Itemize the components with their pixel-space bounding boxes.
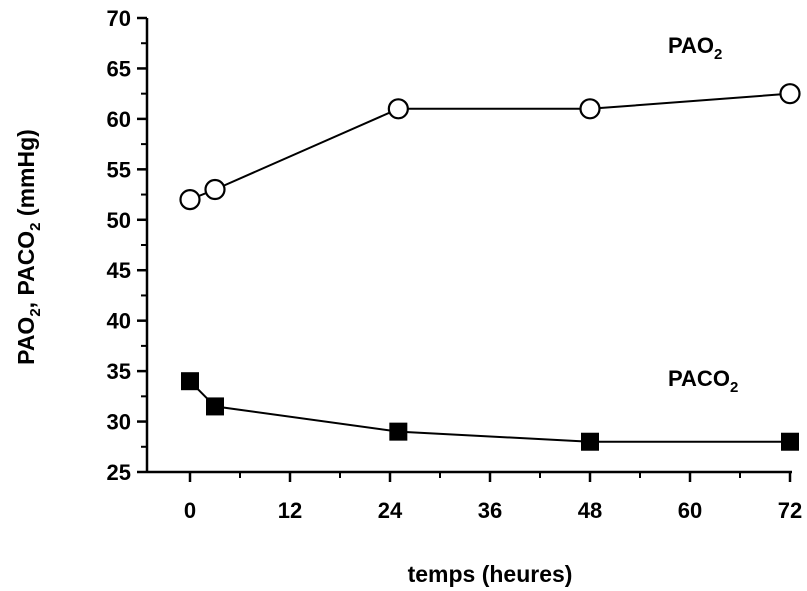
x-tick-label-36: 36	[478, 498, 502, 523]
y-tick-label-60: 60	[107, 107, 131, 132]
point-pao2	[204, 178, 226, 201]
y-axis-title-sub-1: 2	[27, 308, 44, 316]
x-tick-label-0: 0	[184, 498, 196, 523]
y-tick-label-70: 70	[107, 6, 131, 31]
point-paco2	[581, 432, 599, 451]
axes: 25 30 35 40 45 50 55 60 65 70 0 12 24 36 48 60 72	[107, 6, 803, 523]
y-axis-title-part-2: , PACO	[13, 231, 39, 309]
y-tick-label-25: 25	[107, 460, 131, 485]
series-line-pao2	[189, 92, 791, 201]
y-tick-label-40: 40	[107, 309, 131, 334]
point-pao2	[387, 98, 409, 120]
point-paco2	[389, 422, 408, 441]
series-label-paco2-main: PACO	[668, 366, 730, 391]
x-tick-label-48: 48	[578, 498, 602, 523]
point-paco2	[181, 372, 199, 391]
y-tick-label-30: 30	[107, 410, 131, 435]
point-pao2	[579, 98, 601, 120]
series-label-pao2: PAO2	[668, 33, 722, 63]
y-tick-label-55: 55	[107, 157, 131, 182]
y-axis-title-part-1: PAO	[13, 317, 39, 365]
point-pao2	[779, 83, 801, 105]
x-tick-label-72: 72	[778, 498, 802, 523]
series-label-paco2-sub: 2	[730, 379, 738, 396]
series-layer	[179, 83, 801, 451]
x-tick-label-12: 12	[278, 498, 302, 523]
y-axis-title: PAO2, PACO2 (mmHg)	[13, 129, 44, 365]
series-label-pao2-sub: 2	[714, 46, 722, 63]
y-axis-title-sub-2: 2	[27, 222, 44, 230]
point-pao2	[179, 189, 201, 211]
y-tick-label-35: 35	[107, 359, 131, 384]
x-axis-title: temps (heures)	[408, 561, 573, 587]
series-label-pao2-main: PAO	[668, 33, 714, 58]
point-paco2	[206, 397, 224, 416]
series-label-paco2: PACO2	[668, 366, 738, 396]
x-tick-label-60: 60	[678, 498, 702, 523]
y-axis-title-part-3: (mmHg)	[13, 129, 39, 222]
y-tick-label-50: 50	[107, 208, 131, 233]
point-paco2	[781, 432, 799, 451]
x-tick-label-24: 24	[378, 498, 403, 523]
y-tick-label-65: 65	[107, 56, 131, 81]
y-tick-label-45: 45	[107, 258, 131, 283]
